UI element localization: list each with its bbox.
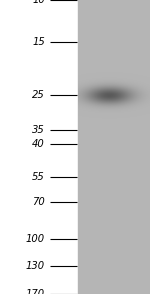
Text: 130: 130 <box>26 261 45 271</box>
Text: 10: 10 <box>32 0 45 5</box>
Text: 55: 55 <box>32 172 45 182</box>
Bar <box>0 0 78 294</box>
Text: 35: 35 <box>32 125 45 135</box>
Text: 40: 40 <box>32 139 45 149</box>
Text: 25: 25 <box>32 90 45 100</box>
Bar <box>78 0 150 294</box>
Text: 70: 70 <box>32 197 45 207</box>
Text: 170: 170 <box>26 289 45 294</box>
Text: 100: 100 <box>26 234 45 244</box>
Text: 15: 15 <box>32 37 45 47</box>
